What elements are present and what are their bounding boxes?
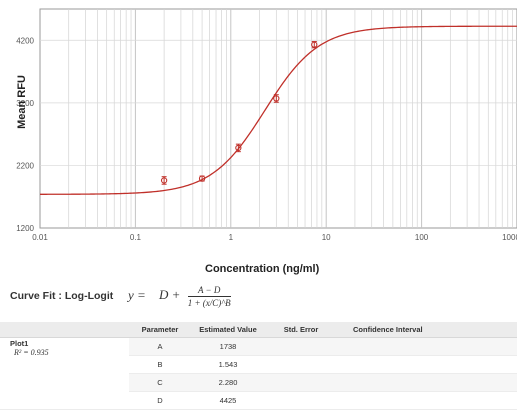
x-tick-label: 1000 [502,233,517,242]
fit-curve [40,25,517,195]
equation-d-term: D + [159,287,181,303]
data-point [311,41,318,48]
data-point [160,177,168,184]
plot-label: Plot1 [10,339,29,348]
curve-fit-label: Curve Fit : Log-Logit [10,290,114,302]
header-confidence-interval: Confidence Interval [337,322,517,338]
y-tick-label: 3200 [16,99,34,108]
table-row: C 2.280 [0,373,517,392]
x-tick-label: 1 [229,233,234,242]
stderr-cell [265,373,337,392]
param-cell: B [129,355,191,374]
parameter-table: Parameter Estimated Value Std. Error Con… [0,322,517,410]
y-tick-label: 4200 [16,36,34,45]
y-tick-label: 1200 [16,224,34,233]
plot-frame [39,8,517,229]
value-cell: 1738 [191,337,265,356]
ci-cell [337,391,517,410]
y-tick-label: 2200 [16,161,34,170]
equation-numerator: A − D [187,285,231,297]
x-tick-label: 0.1 [130,233,142,242]
data-point [198,175,206,182]
curve-fit-equation: y = D + A − D 1 + (x/C)^B [128,285,231,308]
table-header-row: Parameter Estimated Value Std. Error Con… [0,322,517,338]
equation-lhs: y = [128,287,146,303]
data-point [273,95,280,102]
value-cell: 2.280 [191,373,265,392]
ci-cell [337,337,517,356]
equation-fraction: A − D 1 + (x/C)^B [187,285,231,308]
ci-cell [337,373,517,392]
header-parameter: Parameter [129,322,191,338]
table-row: Plot1 R² = 0.935 A 1738 [0,337,517,410]
y-axis-label: Mean RFU [16,75,28,129]
data-point [235,144,242,152]
param-cell: A [129,337,191,356]
chart-plot-area: 1200 2200 3200 4200 0.01 0.1 1 10 100 1000 [16,8,517,242]
stderr-cell [265,337,337,356]
x-tick-label: 100 [415,233,429,242]
stderr-cell [265,391,337,410]
header-blank [0,322,129,338]
stderr-cell [265,355,337,374]
header-std-error: Std. Error [265,322,337,338]
param-cell: C [129,373,191,392]
x-tick-label: 10 [322,233,331,242]
table-row: D 4425 [0,391,517,410]
value-cell: 1.543 [191,355,265,374]
table-row: B 1.543 [0,355,517,374]
equation-denominator: 1 + (x/C)^B [187,298,231,308]
x-tick-label: 0.01 [32,233,48,242]
r-squared: R² = 0.935 [14,348,49,357]
param-cell: D [129,391,191,410]
x-axis-label: Concentration (ng/ml) [205,263,320,275]
header-estimated-value: Estimated Value [191,322,265,338]
plot-label-cell: Plot1 R² = 0.935 [0,337,129,410]
ci-cell [337,355,517,374]
value-cell: 4425 [191,391,265,410]
